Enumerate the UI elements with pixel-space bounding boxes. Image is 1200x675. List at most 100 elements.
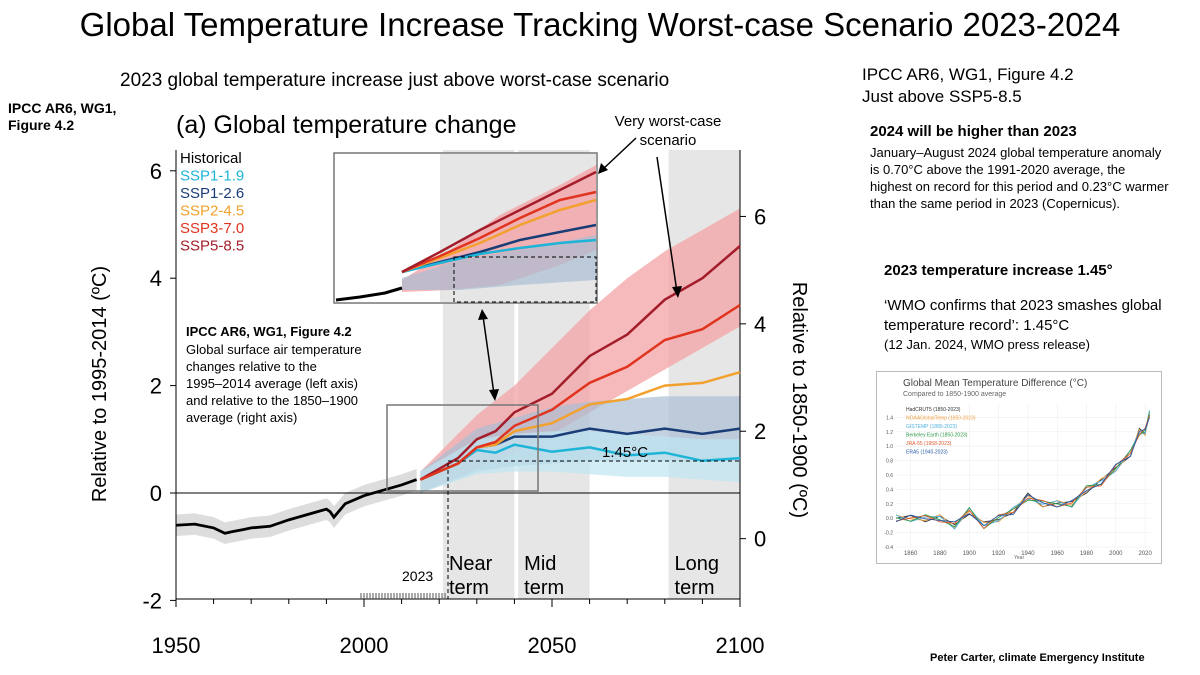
legend-entry-0: Historical (180, 150, 242, 167)
projection-bands (176, 208, 740, 545)
y-tick-label-right: 4 (754, 312, 766, 337)
page-subtitle: 2023 global temperature increase just ab… (120, 70, 670, 91)
year-label: 2023 (402, 568, 433, 584)
inset-x-tick-label: 1940 (1021, 551, 1035, 557)
y-tick-label-right: 6 (754, 204, 766, 229)
period-label-term: term (675, 577, 715, 599)
legend-entry-1: SSP1-1.9 (180, 168, 244, 185)
chart-axes: 1950 2000 2050 2100 -2 0 2 4 6 0 2 4 6 (142, 150, 766, 658)
inset-x-tick-label: 2000 (1109, 551, 1123, 557)
x-tick-label: 1950 (152, 633, 201, 658)
inset-legend-entry: HadCRUT5 (1850-2023) (906, 407, 961, 413)
wmo-inset-chart: Global Mean Temperature Difference (°C) … (876, 371, 1162, 564)
projection-lines (175, 245, 741, 535)
worst-case-label-line2: scenario (640, 132, 697, 149)
inset-y-tick-label: 1.4 (886, 415, 893, 421)
worst-case-label-line1: Very worst-case (615, 113, 722, 130)
zoom-arrowhead-top (478, 309, 488, 320)
period-label-near: Near (449, 553, 493, 575)
worst-case-arrowhead-b (672, 286, 682, 298)
inset-line-historical (335, 286, 403, 302)
chart-overlay: 2023 1.45°C Very worst-case scenario Histori… (180, 113, 741, 600)
zoom-double-arrow (482, 315, 495, 395)
inset-legend-entry: Berkeley Earth (1850-2023) (906, 433, 968, 439)
x-tick-label: 2050 (528, 633, 577, 658)
inset-y-tick-label: 0.4 (886, 487, 893, 493)
caption-body-line: changes relative to the (186, 359, 317, 374)
inset-x-tick-label: 1960 (1051, 551, 1065, 557)
value-label-1-45: 1.45°C (602, 444, 648, 461)
inset-legend: HadCRUT5 (1850-2023) NOAAGlobalTemp (1850… (906, 407, 976, 456)
inset-y-tick-label: -0.2 (884, 531, 893, 537)
y-tick-label-left: 2 (150, 374, 162, 399)
y-tick-label-left: 4 (150, 266, 162, 291)
inset-title: Global Mean Temperature Difference (°C) (903, 378, 1087, 389)
inset-band-blue (402, 235, 596, 290)
inset-legend-entry: GISTEMP (1880-2023) (906, 424, 957, 430)
note-2023-body: ‘WMO confirms that 2023 smashes global t… (884, 297, 1162, 334)
inset-x-label: Year (1014, 555, 1024, 561)
period-label-term: term (449, 577, 489, 599)
caption-body-line: average (right axis) (186, 410, 297, 425)
x-tick-label: 2000 (340, 633, 389, 658)
y-tick-label-left: -2 (142, 588, 162, 613)
inset-x-tick-label: 1980 (1080, 551, 1094, 557)
worst-case-arrow-a (601, 137, 637, 171)
inset-series-line-5 (895, 417, 1150, 527)
inset-x-tick-label: 1900 (963, 551, 977, 557)
inset-x-tick-label: 1860 (904, 551, 918, 557)
caption-title: IPCC AR6, WG1, Figure 4.2 (186, 324, 352, 339)
zoom-arrowhead-bottom (489, 389, 499, 401)
inset-x-tick-label: 2020 (1138, 551, 1152, 557)
y-tick-label-right: 2 (754, 419, 766, 444)
inset-lines (895, 410, 1150, 530)
inset-y-tick-label: 0.8 (886, 459, 893, 465)
inset-series-line-1 (401, 238, 597, 274)
inset-y-tick-label: 1.0 (886, 444, 893, 450)
worst-case-arrowhead-a (598, 163, 608, 174)
inset-y-tick-label: 0.2 (886, 502, 893, 508)
y-axis-label-left: Relative to 1995-2014 (ºC) (89, 266, 111, 502)
series-line-ssp3-7-0 (419, 303, 741, 481)
dashed-highlight-box (447, 460, 741, 600)
inset-legend-entry: NOAAGlobalTemp (1850-2023) (906, 416, 976, 422)
y-tick-label-left: 6 (150, 159, 162, 184)
legend-entry-4: SSP3-7.0 (180, 220, 244, 237)
y-tick-label-left: 0 (150, 481, 162, 506)
inset-axes: -0.4 -0.2 0.0 0.2 0.4 0.6 0.8 1.0 1.2 1.4 1860 1880… (884, 403, 1152, 557)
inset-legend-entry: ERA5 (1940-2023) (906, 450, 948, 456)
zoom-source-box (386, 404, 539, 492)
series-line-historical (175, 478, 418, 535)
caption-body-line: 1995–2014 average (left axis) (186, 376, 358, 391)
page-title: Global Temperature Increase Tracking Wor… (79, 6, 1121, 43)
inset-y-tick-label: 0.6 (886, 473, 893, 479)
inset-legend-entry: JRA-55 (1958-2023) (906, 441, 952, 447)
credit-line: Peter Carter, climate Emergency Institut… (930, 652, 1145, 664)
inset-series-line-2 (401, 198, 597, 274)
note-2024-title: 2024 will be higher than 2023 (870, 123, 1077, 140)
year-hatch (361, 593, 448, 598)
inset-y-tick-label: 1.2 (886, 430, 893, 436)
x-tick-label: 2100 (716, 633, 765, 658)
inset-x-tick-label: 1920 (992, 551, 1006, 557)
y-tick-label-right: 0 (754, 527, 766, 552)
period-label-mid: Mid (524, 553, 556, 575)
caption-body-line: Global surface air temperature (186, 342, 362, 357)
series-line-ssp5-8-5 (419, 245, 741, 481)
inset-series-line-4 (401, 170, 597, 274)
chart-title: (a) Global temperature change (176, 111, 516, 139)
right-reference: IPCC AR6, WG1, Figure 4.2 Just above SSP… (862, 65, 1074, 106)
note-2024-body: January–August 2024 global temperature a… (870, 145, 1169, 211)
inset-y-tick-label: -0.4 (884, 545, 893, 551)
worst-case-arrow-b (656, 156, 678, 293)
note-2023-source: (12 Jan. 2024, WMO press release) (884, 337, 1090, 352)
inset-dashed-box (453, 256, 597, 303)
period-label-term: term (524, 577, 564, 599)
inset-series-line-3 (401, 190, 597, 274)
inset-subtitle: Compared to 1850-1900 average (903, 391, 1006, 398)
inset-x-tick-label: 1880 (933, 551, 947, 557)
left-reference: IPCC AR6, WG1, Figure 4.2 (8, 100, 117, 133)
y-axis-label-right: Relative to 1850-1900 (ºC) (788, 282, 810, 518)
caption-body-line: and relative to the 1850–1900 (186, 393, 358, 408)
